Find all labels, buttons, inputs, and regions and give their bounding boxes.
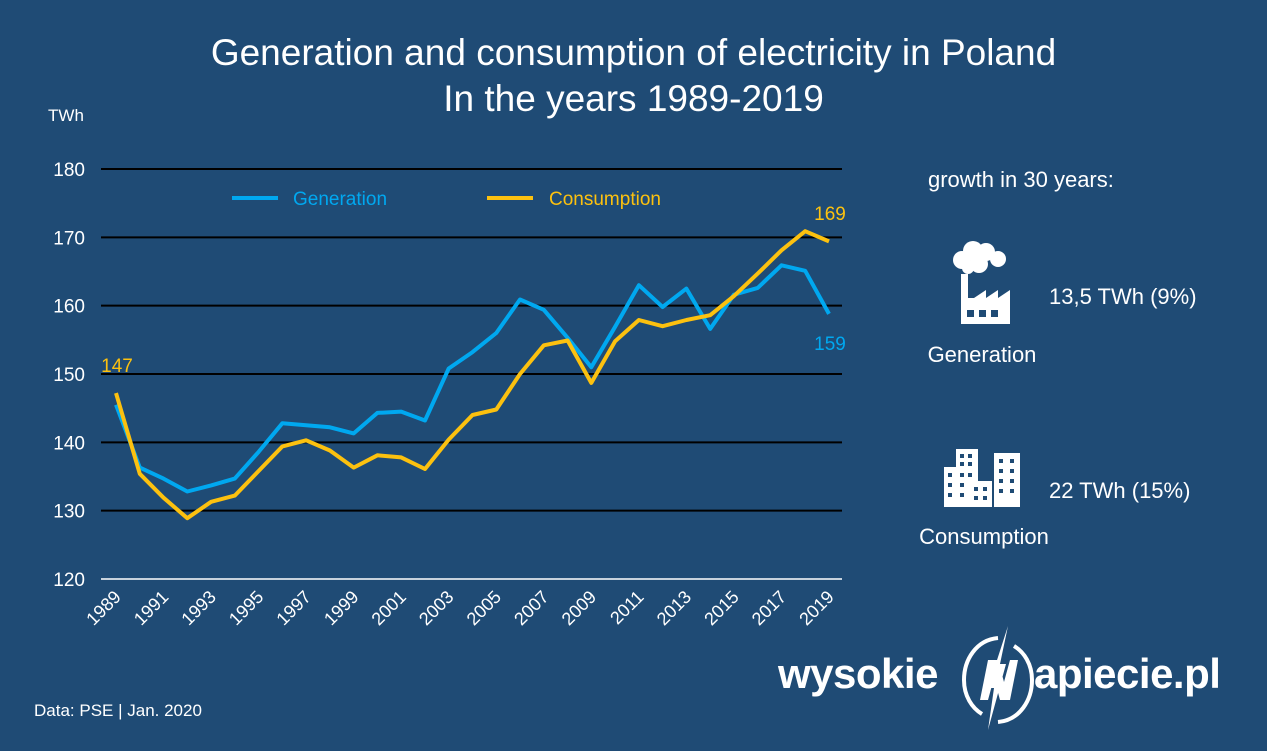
x-tick-label: 2011 <box>606 587 648 629</box>
consumption-growth-value: 22 TWh (15%) <box>1049 478 1191 503</box>
y-tick-label: 130 <box>53 502 85 523</box>
data-label-generation-end: 159 <box>814 334 846 355</box>
logo-text-left: wysokie <box>778 650 938 697</box>
series-line-consumption <box>114 229 830 521</box>
x-tick-label: 2019 <box>795 587 837 629</box>
logo: wysokie apiecie.pl <box>778 626 1238 730</box>
x-tick-label: 1993 <box>177 587 219 629</box>
legend-label-generation: Generation <box>293 189 387 210</box>
city-buildings-icon <box>944 449 1020 507</box>
y-tick-label: 150 <box>53 365 85 386</box>
x-tick-label: 2017 <box>748 587 790 629</box>
lightning-n-icon <box>961 626 1035 730</box>
y-tick-label: 180 <box>53 160 85 181</box>
data-label-consumption-start: 147 <box>101 356 133 377</box>
y-tick-label: 170 <box>53 228 85 249</box>
data-label-consumption-end: 169 <box>814 204 846 225</box>
y-axis-label: TWh <box>48 106 84 125</box>
chart-title: Generation and consumption of electricit… <box>0 30 1267 122</box>
title-line-2: In the years 1989-2019 <box>443 78 824 119</box>
x-tick-label: 2007 <box>510 587 552 629</box>
logo-text-right: apiecie.pl <box>1034 650 1221 697</box>
consumption-label: Consumption <box>919 524 1049 549</box>
data-source: Data: PSE | Jan. 2020 <box>34 701 202 720</box>
growth-heading: growth in 30 years: <box>928 167 1114 192</box>
y-tick-label: 160 <box>53 297 85 318</box>
x-tick-label: 1995 <box>225 587 267 629</box>
x-tick-label: 2009 <box>558 587 600 629</box>
legend-label-consumption: Consumption <box>549 189 661 210</box>
x-tick-label: 2001 <box>368 587 410 629</box>
x-tick-label: 2005 <box>463 587 505 629</box>
x-tick-label: 2003 <box>415 587 457 629</box>
x-tick-label: 1999 <box>320 587 362 629</box>
factory-icon <box>953 241 1010 324</box>
title-line-1: Generation and consumption of electricit… <box>210 32 1057 73</box>
x-tick-label: 1997 <box>273 587 315 629</box>
x-tick-label: 2013 <box>653 587 695 629</box>
generation-growth-value: 13,5 TWh (9%) <box>1049 284 1197 309</box>
series-line-generation <box>114 263 831 494</box>
generation-label: Generation <box>927 342 1037 367</box>
y-tick-label: 120 <box>53 570 85 591</box>
y-tick-label: 140 <box>53 433 85 454</box>
x-tick-label: 1989 <box>82 587 124 629</box>
x-tick-label: 1991 <box>130 587 172 629</box>
x-tick-label: 2015 <box>700 587 742 629</box>
